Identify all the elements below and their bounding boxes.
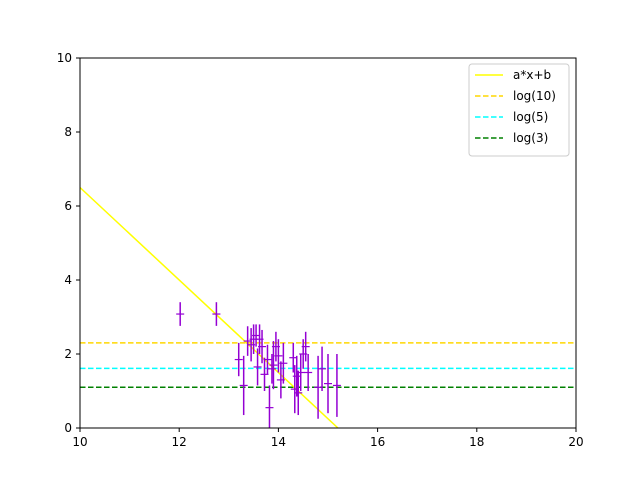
legend-label: log(3) <box>513 131 548 145</box>
y-axis-ticks: 0 2 4 6 8 10 <box>57 51 80 435</box>
y-tick-label: 10 <box>57 51 72 65</box>
legend-label: log(10) <box>513 89 556 103</box>
errorbar-point <box>274 339 283 373</box>
errorbar-point <box>296 354 305 391</box>
legend: a*x+b log(10) log(5) log(3) <box>468 63 570 157</box>
errorbar-point <box>314 355 323 419</box>
errorbar-point <box>289 342 298 373</box>
legend-label: a*x+b <box>513 68 551 82</box>
errorbar-point <box>304 354 313 391</box>
y-tick-label: 8 <box>64 125 72 139</box>
errorbar-point <box>239 355 248 416</box>
errorbar-point <box>252 324 261 347</box>
errorbar-point <box>292 355 301 397</box>
y-tick-label: 6 <box>64 199 72 213</box>
x-tick-label: 14 <box>271 435 286 449</box>
plot-area-frame <box>79 57 577 429</box>
x-tick-label: 16 <box>370 435 385 449</box>
errorbar-point <box>263 344 272 375</box>
errorbar-point <box>265 385 274 428</box>
errorbar-point <box>243 326 252 356</box>
errorbar-point <box>212 302 221 326</box>
errorbar-point <box>258 329 267 364</box>
errorbar-group <box>176 302 341 428</box>
errorbar-point <box>332 354 341 417</box>
errorbar-point <box>234 342 243 377</box>
errorbar-point <box>267 354 276 384</box>
errorbar-point <box>279 342 288 384</box>
legend-box <box>468 63 570 157</box>
errorbar-point <box>253 348 262 386</box>
errorbar-point <box>269 341 278 390</box>
y-tick-label: 0 <box>64 421 72 435</box>
errorbar-point <box>294 370 303 416</box>
errorbar-point <box>324 354 332 414</box>
errorbar-point <box>318 346 327 391</box>
x-tick-label: 20 <box>568 435 583 449</box>
x-tick-label: 10 <box>72 435 87 449</box>
y-tick-label: 2 <box>64 347 72 361</box>
legend-label: log(5) <box>513 110 548 124</box>
errorbar-point <box>301 331 310 362</box>
x-tick-label: 18 <box>469 435 484 449</box>
x-tick-label: 12 <box>172 435 187 449</box>
x-axis-ticks: 10 12 14 16 18 20 <box>72 428 584 449</box>
errorbar-point <box>176 302 185 326</box>
y-tick-label: 4 <box>64 273 72 287</box>
